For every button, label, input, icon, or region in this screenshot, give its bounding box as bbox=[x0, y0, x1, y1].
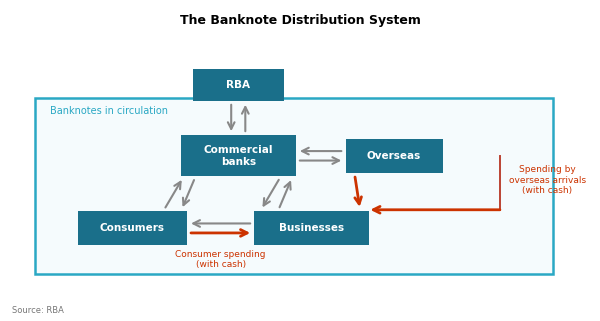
Text: Businesses: Businesses bbox=[279, 223, 344, 233]
FancyBboxPatch shape bbox=[254, 211, 369, 245]
FancyBboxPatch shape bbox=[181, 135, 296, 176]
Text: Consumers: Consumers bbox=[100, 223, 165, 233]
Text: Consumer spending
(with cash): Consumer spending (with cash) bbox=[175, 250, 266, 269]
FancyBboxPatch shape bbox=[193, 69, 284, 100]
Text: Overseas: Overseas bbox=[367, 151, 421, 161]
Text: The Banknote Distribution System: The Banknote Distribution System bbox=[179, 14, 421, 27]
Text: Source: RBA: Source: RBA bbox=[12, 306, 64, 315]
FancyBboxPatch shape bbox=[35, 98, 553, 274]
FancyBboxPatch shape bbox=[346, 139, 443, 173]
Text: RBA: RBA bbox=[226, 80, 250, 90]
Text: Commercial
banks: Commercial banks bbox=[203, 145, 273, 167]
Text: Banknotes in circulation: Banknotes in circulation bbox=[50, 106, 168, 116]
FancyBboxPatch shape bbox=[78, 211, 187, 245]
Text: Spending by
overseas arrivals
(with cash): Spending by overseas arrivals (with cash… bbox=[509, 165, 586, 195]
